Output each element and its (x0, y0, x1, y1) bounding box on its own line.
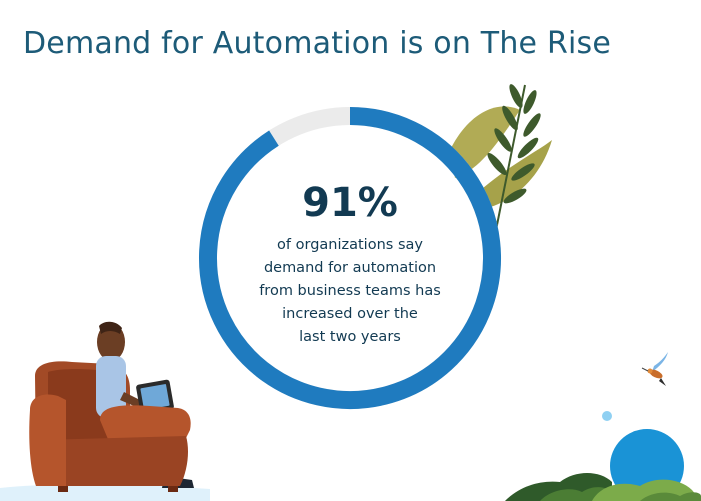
headline-percentage: 91% (302, 180, 398, 226)
caption-line: of organizations say (277, 237, 423, 253)
small-bubble (602, 411, 612, 421)
person-in-armchair-illustration (29, 321, 194, 492)
donut-center-text: 91% of organizations say demand for auto… (220, 180, 480, 349)
page-title: Demand for Automation is on The Rise (23, 26, 612, 61)
bush-illustration (505, 473, 701, 501)
caption-line: increased over the (282, 306, 418, 322)
headline-caption: of organizations say demand for automati… (220, 234, 480, 349)
caption-line: demand for automation (263, 260, 437, 276)
donut-chart (199, 107, 501, 409)
caption-line: last two years (299, 329, 401, 345)
caption-line: from business teams has (259, 283, 441, 299)
ring-value-arc (199, 107, 501, 409)
hummingbird-illustration (641, 352, 668, 386)
leaf-plant-illustration (450, 84, 552, 236)
